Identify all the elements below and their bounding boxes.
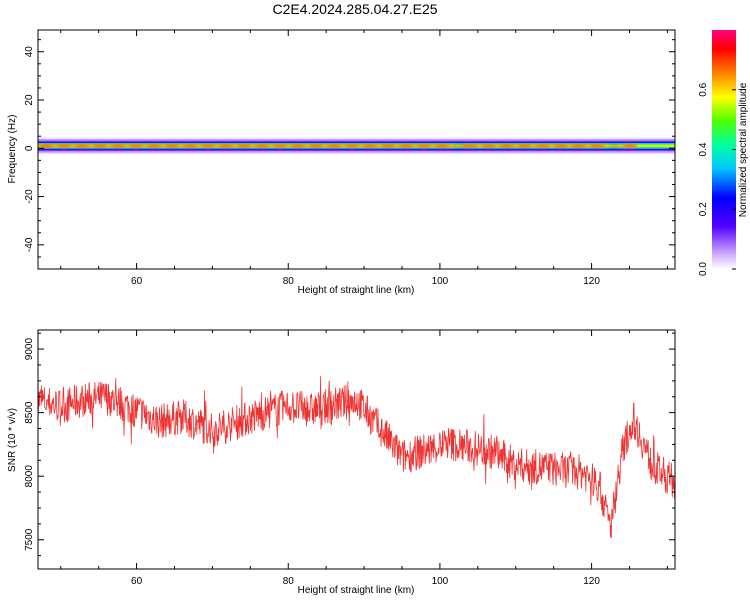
heatmap-band-core bbox=[92, 144, 108, 147]
colorbar-ticks: 0.0 0.2 0.4 0.6 bbox=[698, 82, 736, 276]
heatmap-band-core bbox=[146, 144, 162, 147]
heatmap-band-core bbox=[462, 144, 479, 147]
heatmap-xtick-label: 120 bbox=[583, 276, 600, 287]
heatmap-band-core bbox=[398, 144, 414, 147]
heatmap-band-core bbox=[308, 144, 324, 147]
heatmap-band-core bbox=[434, 144, 450, 147]
colorbar-tick-label: 0.0 bbox=[698, 262, 709, 276]
snr-ytick-label: 8000 bbox=[24, 465, 35, 488]
snr-y-axis-label: SNR (10 * v/v) bbox=[7, 408, 18, 472]
heatmap-band-core bbox=[621, 144, 638, 147]
heatmap-x-axis-label: Height of straight line (km) bbox=[298, 285, 415, 296]
colorbar: 0.0 0.2 0.4 0.6 Normalized spectral amplitu… bbox=[698, 30, 749, 276]
heatmap-ytick-label: 20 bbox=[24, 94, 35, 106]
colorbar-tick-label: 0.6 bbox=[698, 82, 709, 96]
heatmap-ticks: 60 80 100 120 -40 -20 0 20 40 bbox=[24, 30, 675, 287]
heatmap-band-core bbox=[552, 144, 569, 147]
heatmap-ytick-label: 0 bbox=[24, 145, 35, 151]
heatmap-band-core bbox=[38, 144, 54, 147]
heatmap-band-core bbox=[380, 144, 396, 147]
snr-ytick-label: 8500 bbox=[24, 401, 35, 424]
snr-line-layer bbox=[38, 376, 675, 539]
snr-xtick-label: 80 bbox=[283, 576, 295, 587]
heatmap-band-core bbox=[498, 144, 515, 147]
heatmap-panel: 60 80 100 120 -40 -20 0 20 40 Height of straight… bbox=[7, 29, 676, 296]
snr-line bbox=[38, 376, 675, 539]
colorbar-tick-label: 0.4 bbox=[698, 142, 709, 156]
heatmap-band-core bbox=[480, 144, 497, 147]
heatmap-band-core bbox=[290, 144, 306, 147]
snr-xtick-label: 100 bbox=[432, 576, 449, 587]
heatmap-band-core bbox=[416, 144, 432, 147]
heatmap-xtick-label: 100 bbox=[432, 276, 449, 287]
heatmap-band-core bbox=[74, 144, 90, 147]
heatmap-ytick-label: -40 bbox=[24, 237, 35, 252]
snr-xtick-label: 120 bbox=[583, 576, 600, 587]
heatmap-y-axis-label: Frequency (Hz) bbox=[7, 115, 18, 184]
heatmap-frame bbox=[37, 29, 676, 270]
heatmap-band-core bbox=[218, 144, 234, 147]
heatmap-band-core bbox=[570, 144, 587, 147]
heatmap-band-core bbox=[516, 144, 533, 147]
heatmap-band bbox=[38, 137, 675, 155]
snr-x-axis-label: Height of straight line (km) bbox=[298, 585, 415, 596]
snr-ytick-label: 7500 bbox=[24, 528, 35, 551]
snr-panel: 60 80 100 120 7500 8000 8500 9000 Height of str… bbox=[7, 329, 676, 596]
snr-frame bbox=[37, 329, 676, 570]
heatmap-band-core bbox=[606, 144, 623, 147]
heatmap-band-core bbox=[272, 144, 288, 147]
heatmap-band-core bbox=[362, 144, 378, 147]
heatmap-band-core bbox=[182, 144, 198, 147]
snr-ytick-label: 9000 bbox=[24, 338, 35, 361]
heatmap-band-core bbox=[128, 144, 144, 147]
heatmap-band-core bbox=[326, 144, 342, 147]
heatmap-band-core bbox=[236, 144, 252, 147]
colorbar-label: Normalized spectral amplitude bbox=[738, 82, 749, 217]
heatmap-band-core bbox=[110, 144, 126, 147]
heatmap-xtick-label: 60 bbox=[131, 276, 143, 287]
figure-title: C2E4.2024.285.04.27.E25 bbox=[272, 1, 437, 17]
heatmap-ytick-label: 40 bbox=[24, 46, 35, 58]
heatmap-band-core bbox=[254, 144, 270, 147]
snr-xtick-label: 60 bbox=[131, 576, 143, 587]
heatmap-band-core bbox=[534, 144, 551, 147]
heatmap-band-core bbox=[164, 144, 180, 147]
colorbar-tick-label: 0.2 bbox=[698, 202, 709, 216]
snr-ticks: 60 80 100 120 7500 8000 8500 9000 bbox=[24, 330, 675, 587]
heatmap-ytick-label: -20 bbox=[24, 189, 35, 204]
heatmap-xtick-label: 80 bbox=[283, 276, 295, 287]
heatmap-band-core bbox=[200, 144, 216, 147]
heatmap-band-core bbox=[56, 144, 72, 147]
heatmap-band-core bbox=[588, 144, 605, 147]
heatmap-band-core bbox=[344, 144, 360, 147]
